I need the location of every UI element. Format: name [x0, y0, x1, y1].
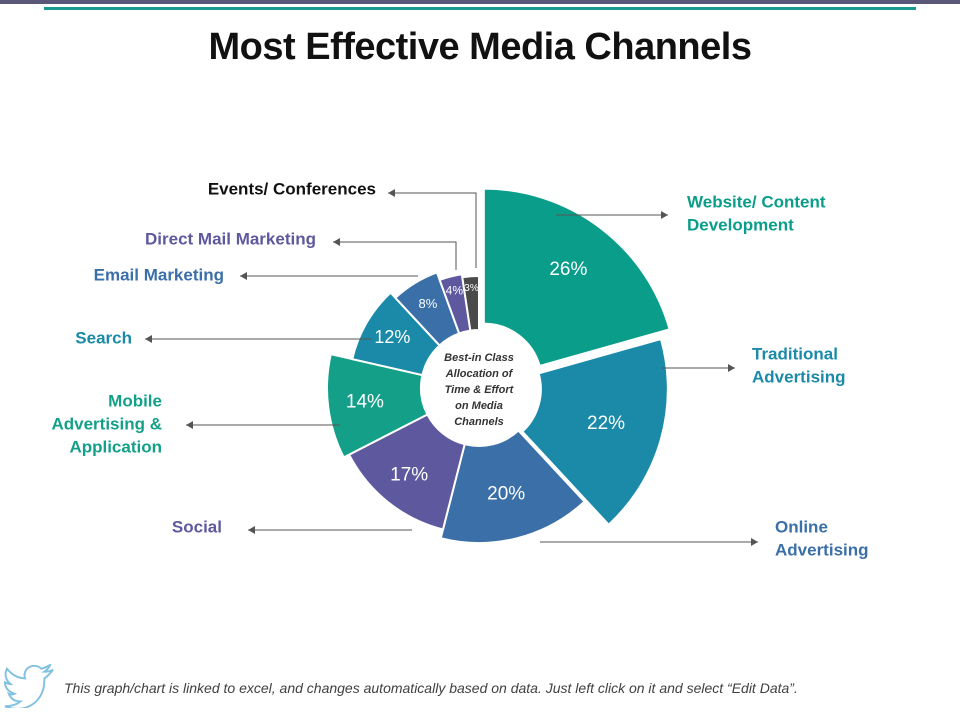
- callout-arrow: [751, 538, 758, 546]
- slice-value-label: 14%: [346, 391, 384, 412]
- slice-value-label: 20%: [487, 484, 525, 505]
- pie-slice-mobile-advertising-application: [326, 352, 429, 459]
- slice-category-label: Online: [775, 517, 828, 536]
- callout-arrow: [661, 211, 668, 219]
- callout-arrow: [240, 272, 247, 280]
- top-bar: [0, 0, 960, 4]
- callout-arrow: [248, 526, 255, 534]
- slice-category-label: Direct Mail Marketing: [145, 229, 316, 248]
- page-title: Most Effective Media Channels: [208, 26, 752, 68]
- callout-line: [333, 241, 457, 270]
- chart-slices: [326, 187, 671, 544]
- slice-category-label: Website/ Content: [687, 192, 826, 211]
- slice-value-label: 17%: [390, 465, 428, 486]
- slice-category-label: Advertising: [775, 540, 869, 559]
- center-text-line: on Media: [455, 400, 503, 412]
- callout-arrow: [388, 189, 395, 197]
- slice-category-label: Advertising &: [51, 414, 162, 433]
- callout-line: [388, 192, 477, 268]
- center-text-line: Allocation of: [445, 368, 514, 380]
- slice-value-label: 22%: [587, 413, 625, 434]
- chart-center-text: Best-in Class Allocation of Time & Effort o…: [444, 352, 515, 428]
- slice-category-label: Development: [687, 215, 794, 234]
- twitter-bird-icon: [4, 664, 54, 708]
- slice-value-label: 12%: [374, 327, 410, 347]
- top-accent-line: [44, 7, 916, 10]
- chart-callouts: Website/ Content Development Traditional Ad…: [51, 179, 868, 559]
- slice-category-label: Events/ Conferences: [208, 179, 376, 198]
- center-text-line: Time & Effort: [445, 384, 515, 396]
- slice-category-label: Social: [172, 517, 222, 536]
- callout-arrow: [145, 335, 152, 343]
- callout-arrow: [186, 421, 193, 429]
- slice-value-label: 26%: [549, 259, 587, 280]
- pie-slice-traditional-advertising: [520, 337, 669, 527]
- slice-category-label: Traditional: [752, 344, 838, 363]
- slice-value-label: 3%: [464, 283, 479, 294]
- slice-category-label: Advertising: [752, 367, 846, 386]
- callout-arrow: [728, 364, 735, 372]
- center-text-line: Channels: [454, 416, 504, 428]
- slice-category-label: Email Marketing: [94, 265, 224, 284]
- slice-category-label: Search: [75, 328, 132, 347]
- pie-slice-website-content-development: [482, 187, 671, 368]
- slice-value-label: 8%: [419, 296, 438, 311]
- chart-center-hole: [421, 330, 537, 446]
- slice-category-label: Mobile: [108, 391, 162, 410]
- chart-value-labels: 26% 22% 20% 17% 14% 12% 8% 4% 3%: [346, 259, 625, 505]
- slice-value-label: 4%: [446, 283, 464, 297]
- center-text-line: Best-in Class: [444, 352, 514, 364]
- footer-note: This graph/chart is linked to excel, and…: [64, 680, 798, 696]
- callout-arrow: [333, 238, 340, 246]
- slice-category-label: Application: [69, 437, 162, 456]
